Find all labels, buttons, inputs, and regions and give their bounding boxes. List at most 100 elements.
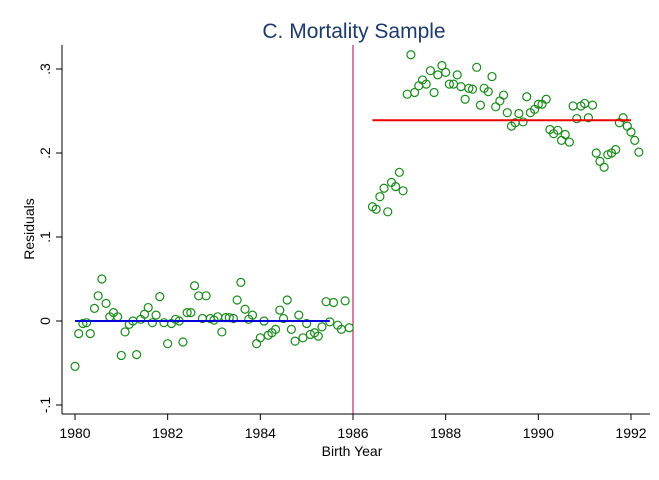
data-point (472, 62, 482, 72)
data-point (313, 331, 323, 341)
y-tick-label: -.1 (37, 397, 53, 414)
data-point (178, 337, 188, 347)
data-point (340, 296, 350, 306)
data-point (85, 329, 95, 339)
x-tick-label: 1986 (337, 425, 368, 441)
data-point (371, 204, 381, 214)
data-point (618, 113, 628, 123)
x-tick-label: 1980 (59, 425, 90, 441)
data-point (541, 94, 551, 104)
data-point (634, 147, 644, 157)
data-point (282, 295, 292, 305)
data-point (514, 108, 524, 119)
data-point (317, 322, 327, 332)
data-point (147, 318, 157, 328)
x-tick-label: 1984 (245, 425, 276, 441)
plot-area (70, 45, 644, 414)
data-point (151, 310, 161, 320)
data-point (383, 207, 393, 217)
data-point (143, 302, 153, 313)
data-point (425, 66, 435, 76)
data-point (278, 313, 289, 324)
data-point (275, 305, 285, 315)
data-point (391, 182, 401, 192)
data-point (394, 167, 404, 177)
data-point (240, 304, 250, 314)
data-point (247, 310, 258, 320)
data-point (630, 135, 640, 145)
data-point (583, 113, 593, 123)
data-point (116, 350, 126, 361)
data-point (74, 329, 84, 339)
data-point (302, 318, 312, 329)
data-point (271, 324, 281, 334)
data-point (599, 162, 609, 172)
x-axis-ticks: 1980 1982 1984 1986 1988 1990 1992 (59, 414, 647, 441)
data-point (379, 183, 389, 193)
data-point (444, 79, 454, 89)
data-point (101, 298, 111, 308)
data-point (475, 100, 486, 110)
data-point (564, 137, 574, 147)
data-point (498, 90, 509, 100)
data-point (255, 333, 265, 343)
data-point (344, 323, 354, 333)
y-axis-ticks: -.1 0 .1 .2 .3 (37, 63, 62, 413)
data-point (406, 50, 416, 60)
x-axis-label: Birth Year (322, 443, 383, 459)
data-point (232, 295, 242, 305)
data-point (298, 333, 308, 343)
x-tick-label: 1992 (615, 425, 646, 441)
data-point (611, 145, 621, 155)
y-tick-label: .3 (37, 63, 53, 75)
data-point (626, 127, 636, 137)
chart-title: C. Mortality Sample (262, 20, 445, 43)
data-point (201, 291, 211, 301)
data-point (228, 313, 239, 324)
data-point (290, 336, 300, 346)
data-point (502, 108, 512, 118)
data-point (441, 67, 451, 77)
data-point (163, 339, 173, 349)
y-axis-label: Residuals (21, 198, 37, 259)
x-tick-label: 1990 (523, 425, 554, 441)
data-point (433, 70, 443, 80)
data-point (93, 291, 103, 301)
data-point (81, 318, 92, 328)
data-point (467, 84, 478, 94)
data-point (89, 303, 100, 313)
data-point (236, 277, 246, 287)
data-point (460, 94, 470, 104)
data-point (483, 87, 493, 97)
data-point (186, 308, 196, 318)
data-point (533, 99, 543, 109)
data-point (560, 129, 570, 140)
data-point (518, 117, 528, 127)
data-point (464, 83, 474, 93)
data-point (217, 327, 227, 337)
data-point (587, 100, 598, 110)
data-point (155, 292, 165, 302)
data-point (553, 125, 563, 135)
data-point (70, 361, 80, 371)
data-point (120, 327, 130, 337)
data-point (572, 113, 582, 124)
data-point (294, 310, 304, 320)
data-point (522, 92, 532, 102)
data-point (78, 318, 88, 329)
data-point (182, 308, 192, 318)
data-point (398, 186, 408, 196)
data-point (487, 71, 497, 82)
data-point (375, 192, 385, 202)
x-tick-label: 1982 (152, 425, 183, 441)
data-point (132, 350, 142, 360)
data-point (591, 148, 601, 158)
data-point (286, 324, 296, 334)
data-point (429, 87, 439, 98)
data-point (189, 281, 200, 291)
data-point (452, 70, 462, 80)
data-point (421, 79, 431, 89)
data-point (410, 87, 420, 98)
